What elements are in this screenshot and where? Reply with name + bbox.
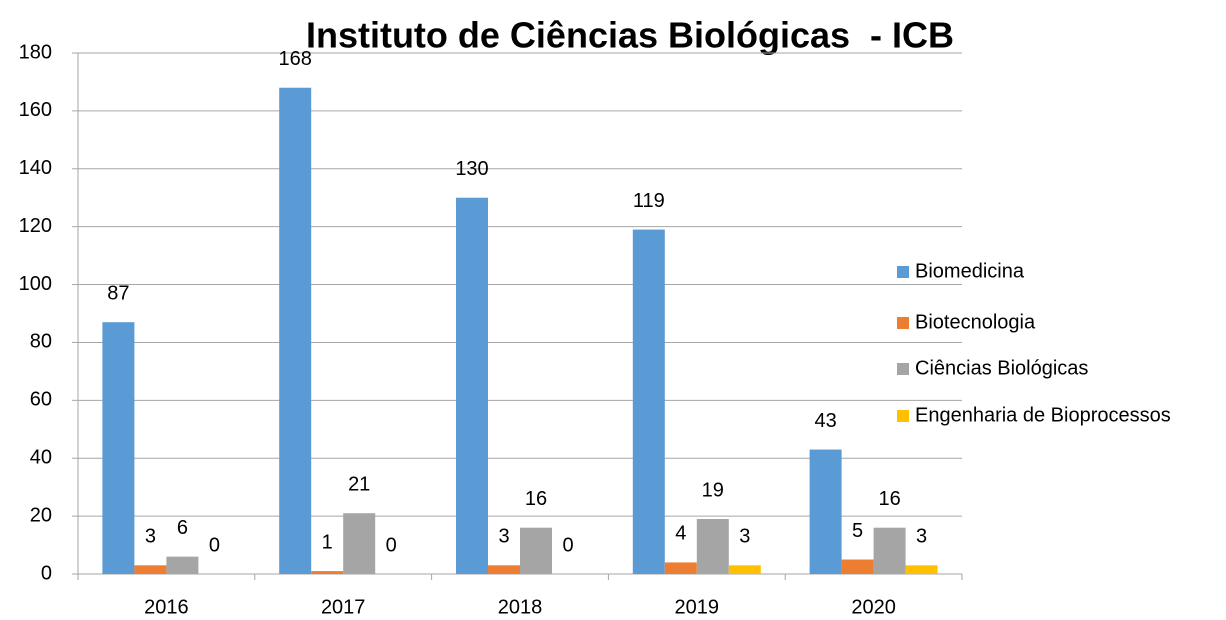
- legend-swatch: [897, 410, 909, 422]
- legend-label: Ciências Biológicas: [915, 357, 1088, 379]
- bar: [809, 449, 842, 574]
- data-label: 0: [386, 534, 397, 556]
- data-label: 0: [562, 534, 573, 556]
- bar: [632, 229, 665, 575]
- bar: [873, 527, 906, 574]
- y-tick-label: 40: [30, 447, 52, 469]
- bar: [696, 519, 729, 574]
- data-label: 87: [107, 282, 129, 304]
- bar: [905, 565, 938, 574]
- bar: [166, 556, 199, 574]
- bar: [311, 571, 344, 574]
- legend-swatch: [897, 317, 909, 329]
- y-tick-label: 160: [19, 99, 52, 121]
- data-label: 43: [814, 410, 836, 432]
- data-label: 16: [525, 488, 547, 510]
- data-label: 4: [675, 523, 686, 545]
- bar: [343, 513, 376, 574]
- x-tick-label: 2016: [144, 596, 189, 618]
- data-label: 5: [852, 520, 863, 542]
- legend-swatch: [897, 363, 909, 375]
- data-label: 19: [702, 479, 724, 501]
- bar: [841, 559, 874, 574]
- y-tick-label: 180: [19, 41, 52, 63]
- bar: [102, 322, 135, 574]
- data-label: 1: [322, 531, 333, 553]
- legend-label: Engenharia de Bioprocessos: [915, 404, 1171, 426]
- x-tick-label: 2019: [675, 596, 720, 618]
- data-label: 16: [878, 488, 900, 510]
- bar: [728, 565, 761, 574]
- data-label: 3: [498, 526, 509, 548]
- y-tick-label: 80: [30, 331, 52, 353]
- legend-label: Biotecnologia: [915, 311, 1036, 333]
- bar: [520, 527, 552, 574]
- legend-label: Biomedicina: [915, 260, 1025, 282]
- data-label: 130: [455, 158, 488, 180]
- bar: [279, 87, 312, 574]
- y-tick-label: 60: [30, 389, 52, 411]
- y-tick-label: 20: [30, 504, 52, 526]
- y-tick-label: 120: [19, 215, 52, 237]
- y-tick-label: 0: [41, 562, 52, 584]
- x-tick-label: 2017: [321, 596, 366, 618]
- data-label: 0: [209, 534, 220, 556]
- data-label: 3: [916, 526, 927, 548]
- bar: [488, 565, 520, 574]
- legend-swatch: [897, 266, 909, 278]
- bar: [456, 197, 488, 574]
- x-tick-label: 2020: [851, 596, 896, 618]
- data-label: 119: [633, 190, 665, 212]
- data-label: 3: [739, 526, 750, 548]
- data-label: 21: [348, 473, 370, 495]
- y-tick-label: 100: [19, 273, 52, 295]
- y-tick-label: 140: [19, 157, 52, 179]
- bar: [134, 565, 167, 574]
- data-label: 3: [145, 526, 156, 548]
- data-label: 168: [279, 48, 312, 70]
- data-label: 6: [177, 517, 188, 539]
- bar: [664, 562, 697, 574]
- chart-title: Instituto de Ciências Biológicas - ICB: [306, 15, 954, 56]
- x-tick-label: 2018: [498, 596, 543, 618]
